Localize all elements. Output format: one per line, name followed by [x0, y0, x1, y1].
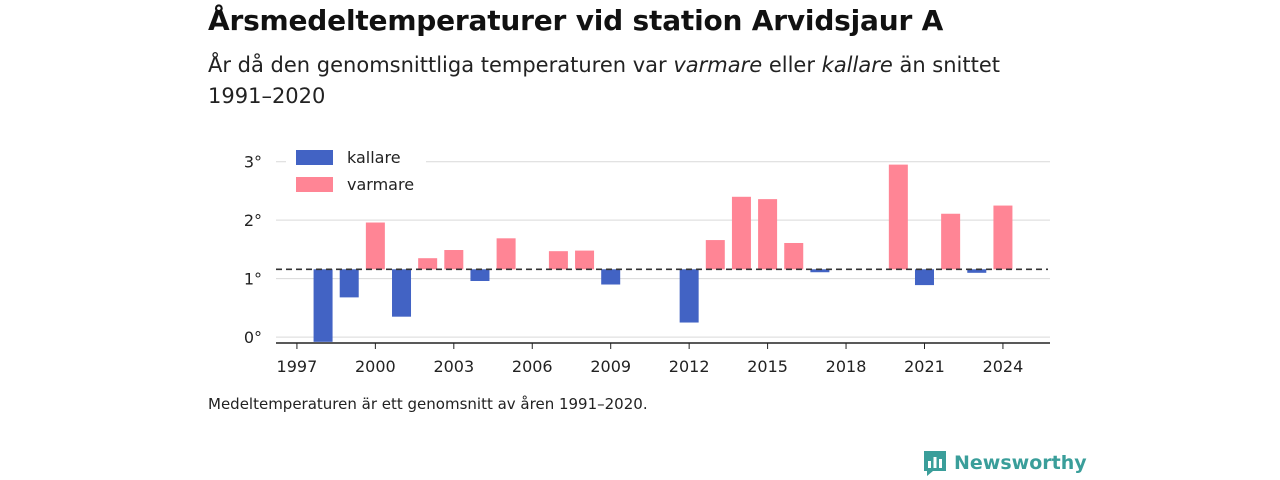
bar-varmare	[365, 222, 385, 270]
bar-varmare	[731, 196, 751, 270]
bar-kallare	[339, 269, 359, 298]
bar-varmare	[496, 238, 516, 270]
brand-name: Newsworthy	[954, 452, 1087, 474]
bar-kallare	[392, 269, 412, 317]
legend-label-varmare: varmare	[347, 175, 414, 194]
x-tick-label: 2021	[904, 357, 945, 376]
legend-label-kallare: kallare	[347, 148, 401, 167]
brand-logo[interactable]: Newsworthy	[922, 449, 1087, 477]
bar-kallare	[313, 269, 333, 342]
x-tick-label: 1997	[277, 357, 318, 376]
chart-title: Årsmedeltemperaturer vid station Arvidsj…	[208, 4, 944, 37]
bar-varmare	[548, 251, 568, 270]
subtitle-text-1: År då den genomsnittliga temperaturen va…	[208, 53, 674, 77]
subtitle-text-3: än snittet 1991–2020	[208, 53, 1001, 108]
bar-varmare	[575, 250, 595, 270]
bar-kallare	[679, 269, 699, 323]
bar-varmare	[444, 250, 464, 270]
bar-varmare	[941, 213, 961, 270]
bar-varmare	[993, 205, 1013, 270]
subtitle-cold-word: kallare	[821, 53, 893, 77]
x-axis: 1997 2000 2003 2006 2009 2012 2015 2018 2021 2024	[276, 342, 1050, 376]
bar-varmare	[418, 258, 438, 270]
bar-kallare	[470, 269, 490, 282]
x-tick-label: 2015	[747, 357, 788, 376]
bars	[313, 164, 1013, 342]
x-tick-label: 2009	[590, 357, 631, 376]
newsworthy-logo-icon	[924, 451, 946, 476]
bar-kallare	[601, 269, 621, 285]
x-tick-label: 2006	[512, 357, 553, 376]
y-tick-label: 0°	[244, 328, 262, 347]
y-tick-label: 3°	[244, 153, 262, 172]
y-tick-label: 1°	[244, 270, 262, 289]
bar-varmare	[758, 199, 778, 270]
bar-kallare	[810, 269, 830, 273]
x-tick-label: 2000	[355, 357, 396, 376]
x-tick-label: 2003	[433, 357, 474, 376]
chart-subtitle: År då den genomsnittliga temperaturen va…	[208, 50, 1048, 112]
subtitle-warm-word: varmare	[673, 53, 763, 77]
legend: kallare varmare	[286, 148, 426, 200]
bar-varmare	[705, 240, 725, 270]
legend-swatch-kallare	[296, 150, 333, 165]
bar-varmare	[784, 242, 804, 270]
x-tick-label: 2012	[669, 357, 710, 376]
bar-kallare	[967, 269, 987, 273]
x-tick-label: 2018	[826, 357, 867, 376]
y-tick-label: 2°	[244, 211, 262, 230]
bar-varmare	[888, 164, 908, 270]
legend-swatch-varmare	[296, 177, 333, 192]
footnote: Medeltemperaturen är ett genomsnitt av å…	[208, 395, 648, 413]
x-tick-label: 2024	[983, 357, 1024, 376]
subtitle-text-2: eller	[762, 53, 822, 77]
bar-kallare	[914, 269, 934, 286]
